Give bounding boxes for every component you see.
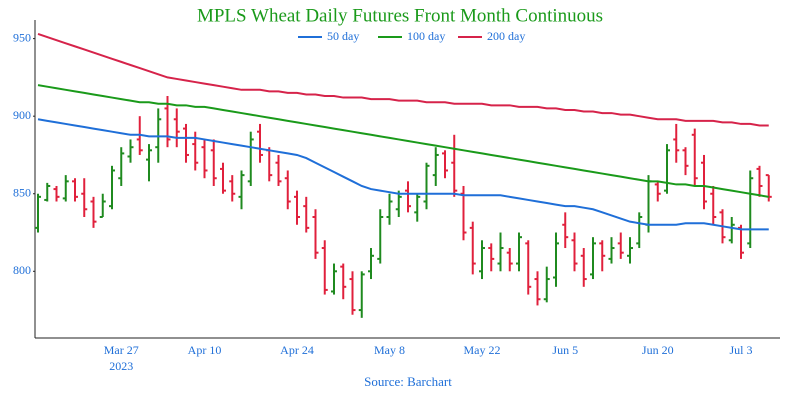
y-tick-label: 950 — [13, 30, 31, 44]
legend-label: 200 day — [487, 29, 525, 43]
moving-average-line — [37, 118, 769, 231]
x-tick-label: Apr 10 — [188, 343, 222, 357]
x-tick-label: Jul 3 — [729, 343, 752, 357]
y-tick-label: 800 — [13, 263, 31, 277]
y-tick-label: 900 — [13, 108, 31, 122]
legend-label: 50 day — [327, 29, 359, 43]
y-tick-label: 850 — [13, 185, 31, 199]
source-note: Source: Barchart — [364, 374, 452, 389]
x-tick-label: May 22 — [464, 343, 501, 357]
x-tick-label: Apr 24 — [280, 343, 314, 357]
moving-average-line — [37, 33, 769, 127]
legend-label: 100 day — [407, 29, 445, 43]
x-tick-label: Jun 20 — [642, 343, 674, 357]
x-tick-label: May 8 — [374, 343, 405, 357]
x-year-label: 2023 — [109, 359, 133, 373]
moving-average-line — [37, 84, 769, 198]
x-tick-label: Mar 27 — [104, 343, 139, 357]
x-tick-label: Jun 5 — [552, 343, 578, 357]
chart-title: MPLS Wheat Daily Futures Front Month Con… — [197, 5, 603, 26]
